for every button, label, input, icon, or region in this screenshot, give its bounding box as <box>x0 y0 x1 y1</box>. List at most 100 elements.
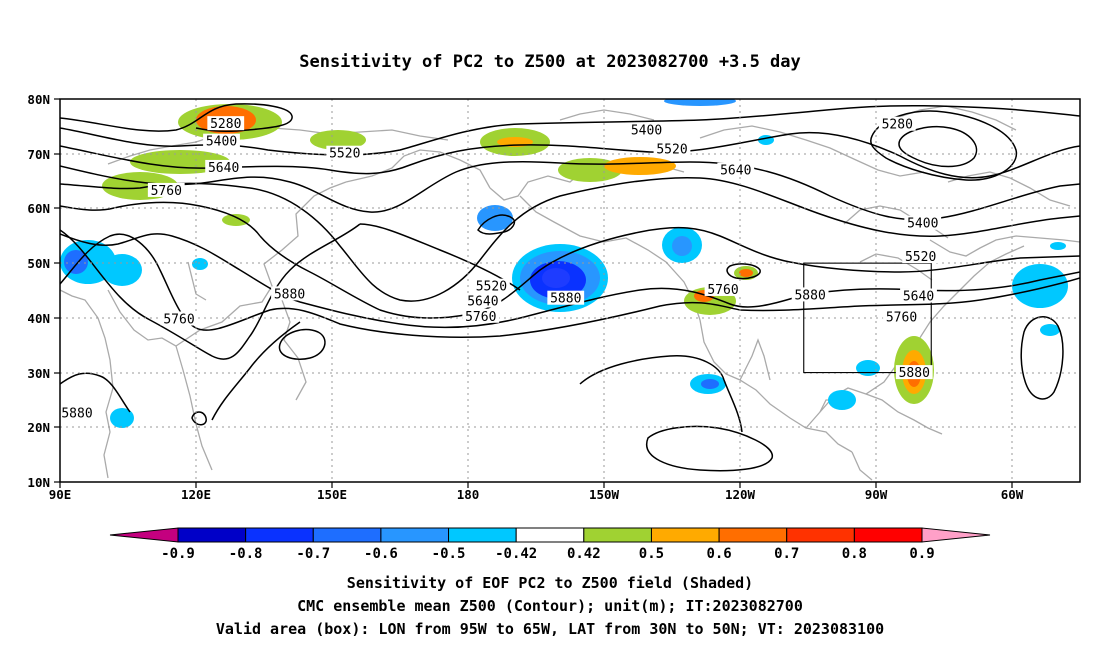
valid-area-box <box>803 262 932 374</box>
contour-label-bg <box>271 286 308 301</box>
contour-label-bg <box>464 293 502 308</box>
colorbar-swatch <box>650 527 720 543</box>
colorbar-label: -0.42 <box>495 546 537 562</box>
grid-lines <box>60 99 1080 482</box>
colorbar-swatch <box>786 527 855 543</box>
map-title: Sensitivity of PC2 to Z500 at 2023082700… <box>299 52 801 72</box>
contour-label: 5520 <box>329 147 360 162</box>
z500-contours <box>60 103 1080 472</box>
colorbar-swatch <box>177 527 247 543</box>
contour-label-bg <box>883 309 920 324</box>
contour-label: 5880 <box>550 292 581 307</box>
lat-label-70n: 70N <box>27 147 50 162</box>
lon-label-150w: 150W <box>589 487 620 502</box>
contour-label: 5520 <box>905 250 936 265</box>
colorbar-swatch <box>583 527 652 543</box>
contour-label-bg <box>205 159 243 174</box>
colorbar-label: 0.6 <box>706 546 731 562</box>
lat-label-80n: 80N <box>27 92 50 107</box>
colorbar-label: 0.42 <box>567 546 601 562</box>
lat-label-20n: 20N <box>27 420 50 435</box>
contour-label-bg <box>203 133 240 148</box>
colorbar-swatch <box>853 527 923 543</box>
contour-label: 5880 <box>899 366 930 381</box>
contour-label-bg <box>900 288 937 303</box>
lon-label-150e: 150E <box>317 487 347 502</box>
colorbar-max-triangle <box>921 527 991 543</box>
colorbar-label: 0.5 <box>639 546 664 562</box>
lon-label-90e: 90E <box>49 487 72 502</box>
contour-label-bg <box>653 141 691 156</box>
colorbar-label: -0.5 <box>432 546 466 562</box>
colorbar-label: -0.8 <box>229 546 263 562</box>
contour-label: 5760 <box>163 312 194 327</box>
contour-label: 5520 <box>656 142 687 157</box>
lat-label-50n: 50N <box>27 256 50 271</box>
contour-label: 5760 <box>465 310 496 325</box>
colorbar-label: 0.8 <box>842 546 867 562</box>
lat-label-40n: 40N <box>27 311 50 326</box>
contour-label-bg <box>60 405 96 420</box>
contour-label: 5280 <box>882 118 913 133</box>
map-panel: 5280540055205640576054005520564052805400… <box>59 98 1081 483</box>
colorbar-label: 0.9 <box>909 546 934 562</box>
colorbar-label: -0.6 <box>364 546 398 562</box>
contour-label: 5760 <box>151 184 182 199</box>
contour-label-bg <box>904 215 942 230</box>
caption-line-3: Valid area (box): LON from 95W to 65W, L… <box>216 620 884 638</box>
contour-label-bg <box>160 311 198 326</box>
contour-label-bg <box>717 162 755 177</box>
colorbar-swatch <box>380 527 450 543</box>
contour-label: 5520 <box>476 280 507 295</box>
lat-axis: 80N 70N 60N 50N 40N 30N 20N 10N <box>27 92 60 490</box>
caption-line-1: Sensitivity of EOF PC2 to Z500 field (Sh… <box>347 574 753 592</box>
contour-label-bg <box>628 122 665 137</box>
contour-label-bg <box>547 290 585 305</box>
contour-label: 5880 <box>794 288 825 303</box>
contour-label: 5280 <box>210 117 241 132</box>
contour-label: 5880 <box>274 287 305 302</box>
contour-label-bg <box>147 182 185 197</box>
lat-label-10n: 10N <box>27 475 50 490</box>
contour-label-bg <box>902 249 940 264</box>
lon-label-90w: 90W <box>865 487 888 502</box>
contour-label: 5400 <box>631 124 662 139</box>
colorbar-label: -0.7 <box>296 546 330 562</box>
lon-axis: 90E 120E 150E 180 150W 120W 90W 60W <box>49 482 1024 502</box>
colorbar-swatch <box>245 527 314 543</box>
caption-line-2: CMC ensemble mean Z500 (Contour); unit(m… <box>297 597 803 615</box>
contour-label: 5400 <box>907 217 938 232</box>
colorbar: -0.9 -0.8 -0.7 -0.6 -0.5 -0.42 0.42 0.5 0.6 0.7 0.… <box>109 527 991 562</box>
lon-label-120w: 120W <box>725 487 756 502</box>
coastlines <box>60 105 1080 481</box>
lon-label-60w: 60W <box>1001 487 1024 502</box>
contour-label: 5640 <box>903 290 934 305</box>
lat-label-60n: 60N <box>27 201 50 216</box>
contour-label-bg <box>791 287 829 302</box>
lon-label-180: 180 <box>457 487 480 502</box>
colorbar-label: -0.9 <box>161 546 195 562</box>
contour-label: 5760 <box>707 283 738 298</box>
contour-label: 5400 <box>206 135 237 150</box>
colorbar-swatch <box>515 527 585 543</box>
contour-label-bg <box>326 145 364 160</box>
contour-label-bg <box>895 365 933 380</box>
contour-label: 5640 <box>467 294 498 309</box>
colorbar-swatch <box>718 527 788 543</box>
contour-labels: 5280540055205640576054005520564052805400… <box>60 116 942 422</box>
contour-label-bg <box>472 278 510 293</box>
contour-label-bg <box>704 281 742 296</box>
contour-label-bg <box>462 308 500 323</box>
colorbar-swatch <box>312 527 382 543</box>
contour-label: 5640 <box>208 161 239 176</box>
colorbar-min-triangle <box>109 527 179 543</box>
colorbar-label: 0.7 <box>774 546 799 562</box>
contour-label: 5640 <box>720 164 751 179</box>
map-frame <box>59 98 1081 483</box>
contour-label: 5880 <box>61 407 92 422</box>
colorbar-swatch <box>448 527 517 543</box>
lon-label-120e: 120E <box>181 487 211 502</box>
contour-label: 5760 <box>886 310 917 325</box>
contour-label-bg <box>207 116 245 131</box>
